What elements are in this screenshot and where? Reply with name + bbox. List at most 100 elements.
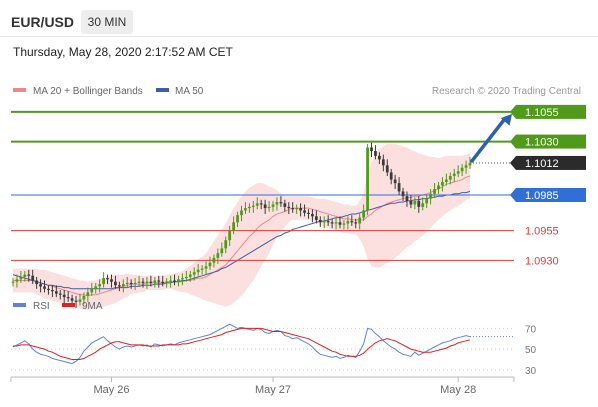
candle-body xyxy=(318,219,322,223)
candle xyxy=(358,212,362,230)
candle-body xyxy=(389,172,393,180)
chart-header: EUR/USD 30 MIN xyxy=(0,0,598,44)
candle xyxy=(441,177,444,192)
legend-swatch-rsi xyxy=(13,303,26,307)
level-label-text: 1.1055 xyxy=(525,107,559,119)
candle xyxy=(255,197,259,210)
candle-body xyxy=(153,280,157,283)
candle xyxy=(39,279,42,293)
candle-body xyxy=(208,262,212,267)
candle-body xyxy=(267,206,271,209)
candle xyxy=(437,181,440,194)
candle-body xyxy=(212,257,216,263)
candle xyxy=(141,278,145,288)
candle xyxy=(165,278,169,288)
candle-body xyxy=(196,269,200,273)
candle xyxy=(378,152,381,165)
candle-body xyxy=(145,281,149,283)
candle-body xyxy=(31,275,35,281)
ma50-line xyxy=(12,190,471,290)
header-divider xyxy=(0,36,598,37)
candle-body xyxy=(283,203,287,207)
candle xyxy=(137,275,141,287)
candle xyxy=(224,236,228,254)
candle xyxy=(157,275,161,288)
candle xyxy=(444,173,448,186)
candle xyxy=(346,216,350,230)
level-label-1.1012: 1.1012 xyxy=(510,155,586,170)
candle-body xyxy=(117,285,121,287)
candle-body xyxy=(303,210,306,213)
legend-label-ma50: MA 50 xyxy=(175,86,204,97)
candle xyxy=(240,205,243,222)
candle xyxy=(279,196,283,207)
candle xyxy=(381,154,385,172)
level-label-bg xyxy=(516,188,586,202)
candle-body xyxy=(452,173,456,176)
candle-body xyxy=(114,281,117,286)
candle-body xyxy=(11,281,15,283)
level-labels: 1.1055 1.1030 1.1012 1.0985 1.0955 1.0930 xyxy=(510,104,586,267)
candle-body xyxy=(468,162,472,166)
candle-body xyxy=(23,274,27,277)
candle-body xyxy=(125,282,129,285)
timeframe-badge[interactable]: 30 MIN xyxy=(81,10,133,34)
candle xyxy=(145,276,149,289)
candle xyxy=(31,269,35,285)
candle-body xyxy=(346,221,350,224)
candle-body xyxy=(287,206,291,209)
level-label-pointer xyxy=(510,134,516,149)
candle xyxy=(354,218,358,229)
candle xyxy=(94,282,98,294)
candle-body xyxy=(311,214,314,217)
candle xyxy=(102,272,105,288)
candle-body xyxy=(393,179,397,184)
x-tick-label: May 26 xyxy=(93,384,129,396)
candle-body xyxy=(51,290,54,292)
candle xyxy=(322,216,326,229)
candle xyxy=(307,209,310,219)
candle-body xyxy=(184,276,188,279)
candle-body xyxy=(188,274,192,277)
candle-body xyxy=(279,202,283,204)
candle xyxy=(362,204,366,222)
candle-body xyxy=(334,222,338,224)
candle-body xyxy=(106,278,109,280)
candle xyxy=(192,267,196,281)
bollinger-band xyxy=(13,143,470,311)
symbol-title: EUR/USD xyxy=(11,14,75,30)
level-label-1.1030: 1.1030 xyxy=(510,134,586,149)
candle xyxy=(456,165,460,178)
candle xyxy=(429,189,432,205)
candle xyxy=(232,216,235,235)
candle-body xyxy=(19,276,23,280)
candle-body xyxy=(86,292,90,296)
candle-body xyxy=(425,198,429,204)
candle xyxy=(117,281,121,292)
candle xyxy=(295,204,299,214)
candle xyxy=(236,211,239,228)
candle xyxy=(208,256,212,270)
candle-body xyxy=(417,200,421,207)
candle-body xyxy=(444,179,448,182)
candle xyxy=(125,276,129,288)
candle xyxy=(401,187,405,201)
candle-body xyxy=(271,204,275,207)
candle xyxy=(220,242,224,257)
candle xyxy=(23,271,27,282)
candle xyxy=(58,290,62,300)
forecast-arrow-shaft xyxy=(470,118,506,163)
level-label-1.0955: 1.0955 xyxy=(525,226,559,238)
candle xyxy=(149,275,153,287)
candle-body xyxy=(401,191,405,197)
rsi-tick-label-50: 50 xyxy=(525,345,537,356)
candle-body xyxy=(224,240,228,249)
candle-body xyxy=(385,165,389,173)
candle-body xyxy=(421,203,425,207)
candle-body xyxy=(133,282,137,285)
candle xyxy=(200,265,204,275)
candle-body xyxy=(82,295,86,300)
candle-body xyxy=(405,196,409,201)
candle-body xyxy=(322,221,326,223)
candle xyxy=(263,199,267,214)
